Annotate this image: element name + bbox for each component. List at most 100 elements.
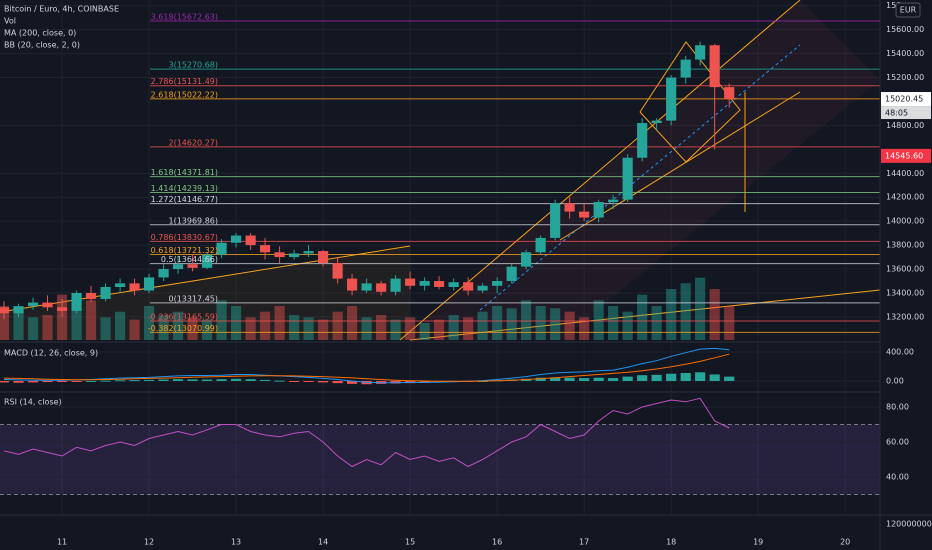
marks — [0, 20, 880, 468]
candle-body — [579, 211, 590, 218]
pattern — [639, 41, 741, 163]
volume-bar — [129, 319, 140, 340]
volume-bar — [71, 308, 82, 340]
x-tick-label: 11 — [57, 538, 67, 547]
candle-body — [622, 157, 633, 200]
candle-body — [477, 285, 488, 291]
volume-bar — [274, 306, 285, 340]
macd-histogram-bar — [289, 380, 300, 382]
volume-bar — [434, 319, 445, 340]
macd-histogram-bar — [346, 380, 358, 384]
volume-bar — [506, 308, 517, 340]
y-tick-label: 80.00 — [886, 403, 909, 412]
labels: 11 12 13 14 15 16 17 18 19 20 158 15600.00 15400.00 1… — [4, 1, 932, 546]
y-tick-label: 14200.00 — [886, 193, 924, 202]
x-tick-label: 15 — [405, 538, 415, 547]
candle-body — [463, 282, 474, 291]
candle-body — [492, 280, 503, 286]
volume-bar — [85, 300, 97, 340]
macd-histogram-bar — [637, 375, 648, 381]
candle-body — [346, 278, 358, 291]
currency-badge — [895, 2, 921, 18]
y-tick-label: 400.00 — [886, 347, 914, 356]
volume-bar — [303, 317, 314, 340]
volume-bar — [361, 317, 372, 340]
fib-label: 1.414(14239.13) — [151, 184, 218, 193]
volume-bar — [376, 315, 387, 340]
y-tick-label: 60.00 — [886, 438, 909, 447]
macd-histogram-bar — [158, 379, 169, 381]
macd-histogram-bar — [216, 379, 227, 381]
volume-bar — [100, 317, 111, 340]
volume-bar — [172, 311, 184, 340]
candle-body — [361, 283, 372, 291]
candle-body — [637, 123, 648, 158]
volume-bar — [42, 315, 53, 340]
volume-bar — [419, 323, 430, 340]
volume-bar — [56, 294, 68, 340]
price-tag-label: 15020.45 — [885, 95, 923, 104]
fib-label: -0.382(13070.99) — [148, 324, 218, 333]
y-tick-label: 14400.00 — [886, 169, 924, 178]
y-tick-label: 14000.00 — [886, 217, 924, 226]
volume-bar — [216, 300, 227, 340]
y-tick-label: 13800.00 — [886, 241, 924, 250]
volume-bar — [143, 306, 155, 340]
legend-item: BB (20, close, 2, 0) — [4, 41, 80, 50]
fib-label: 2.786(15131.49) — [151, 77, 218, 86]
volume-bar — [187, 317, 198, 340]
price-tag — [881, 92, 931, 107]
macd-histogram-bar — [245, 379, 256, 381]
price-tag — [881, 148, 931, 163]
macd-histogram-bar — [172, 379, 184, 381]
candle-body — [680, 59, 691, 78]
candle-body — [274, 252, 285, 258]
legend-item: Vol — [4, 17, 16, 26]
macd-histogram-bar — [27, 380, 39, 383]
volume-bar — [259, 311, 271, 340]
candle-body — [318, 251, 329, 264]
fib-label: 0(13317.45) — [168, 294, 218, 303]
candle-body — [42, 302, 53, 308]
candle-body — [651, 120, 662, 124]
macd-histogram-bar — [666, 373, 677, 381]
macd-histogram-bar — [608, 378, 619, 381]
x-tick-label: 18 — [666, 538, 676, 547]
x-tick-label: 17 — [579, 538, 589, 547]
volume-bar — [245, 317, 256, 340]
candle-body — [71, 292, 82, 311]
candle-body — [245, 235, 256, 246]
volume-bar — [666, 289, 677, 340]
candle-body — [114, 283, 126, 287]
macd-histogram-bar — [593, 377, 604, 381]
fib-label: -0.236(13165.59) — [148, 313, 218, 322]
volume-bar — [695, 277, 706, 340]
candle-body — [550, 203, 561, 238]
y-tick-label: 0.00 — [886, 376, 904, 385]
volume-bar — [390, 319, 401, 340]
volume-bar — [579, 317, 590, 340]
fib-label: 3(15270.68) — [168, 61, 218, 70]
fib-label: 0.5(13644.66) — [161, 255, 218, 264]
macd-histogram-bar — [0, 380, 10, 383]
trend-line — [409, 289, 881, 341]
volume-tick-label: 120000000.00 — [886, 520, 932, 529]
volume-bar — [651, 306, 662, 340]
candle-body — [434, 280, 445, 287]
candle-body — [289, 253, 300, 258]
y-tick-label: 158 — [886, 1, 901, 10]
y-tick-label: 13200.00 — [886, 312, 924, 321]
macd-histogram-bar — [129, 380, 140, 382]
currency: EUR — [900, 6, 917, 15]
volume-bar — [550, 308, 561, 340]
macd-histogram-bar — [622, 376, 633, 381]
volume-bar — [27, 317, 39, 340]
y-tick-label: 15600.00 — [886, 25, 924, 34]
macd-histogram-bar — [303, 380, 314, 382]
candle-body — [593, 202, 604, 218]
volume-bar — [463, 317, 474, 340]
volume-bar — [158, 315, 169, 340]
volume-bar — [202, 319, 213, 340]
volume-bar — [680, 283, 691, 340]
